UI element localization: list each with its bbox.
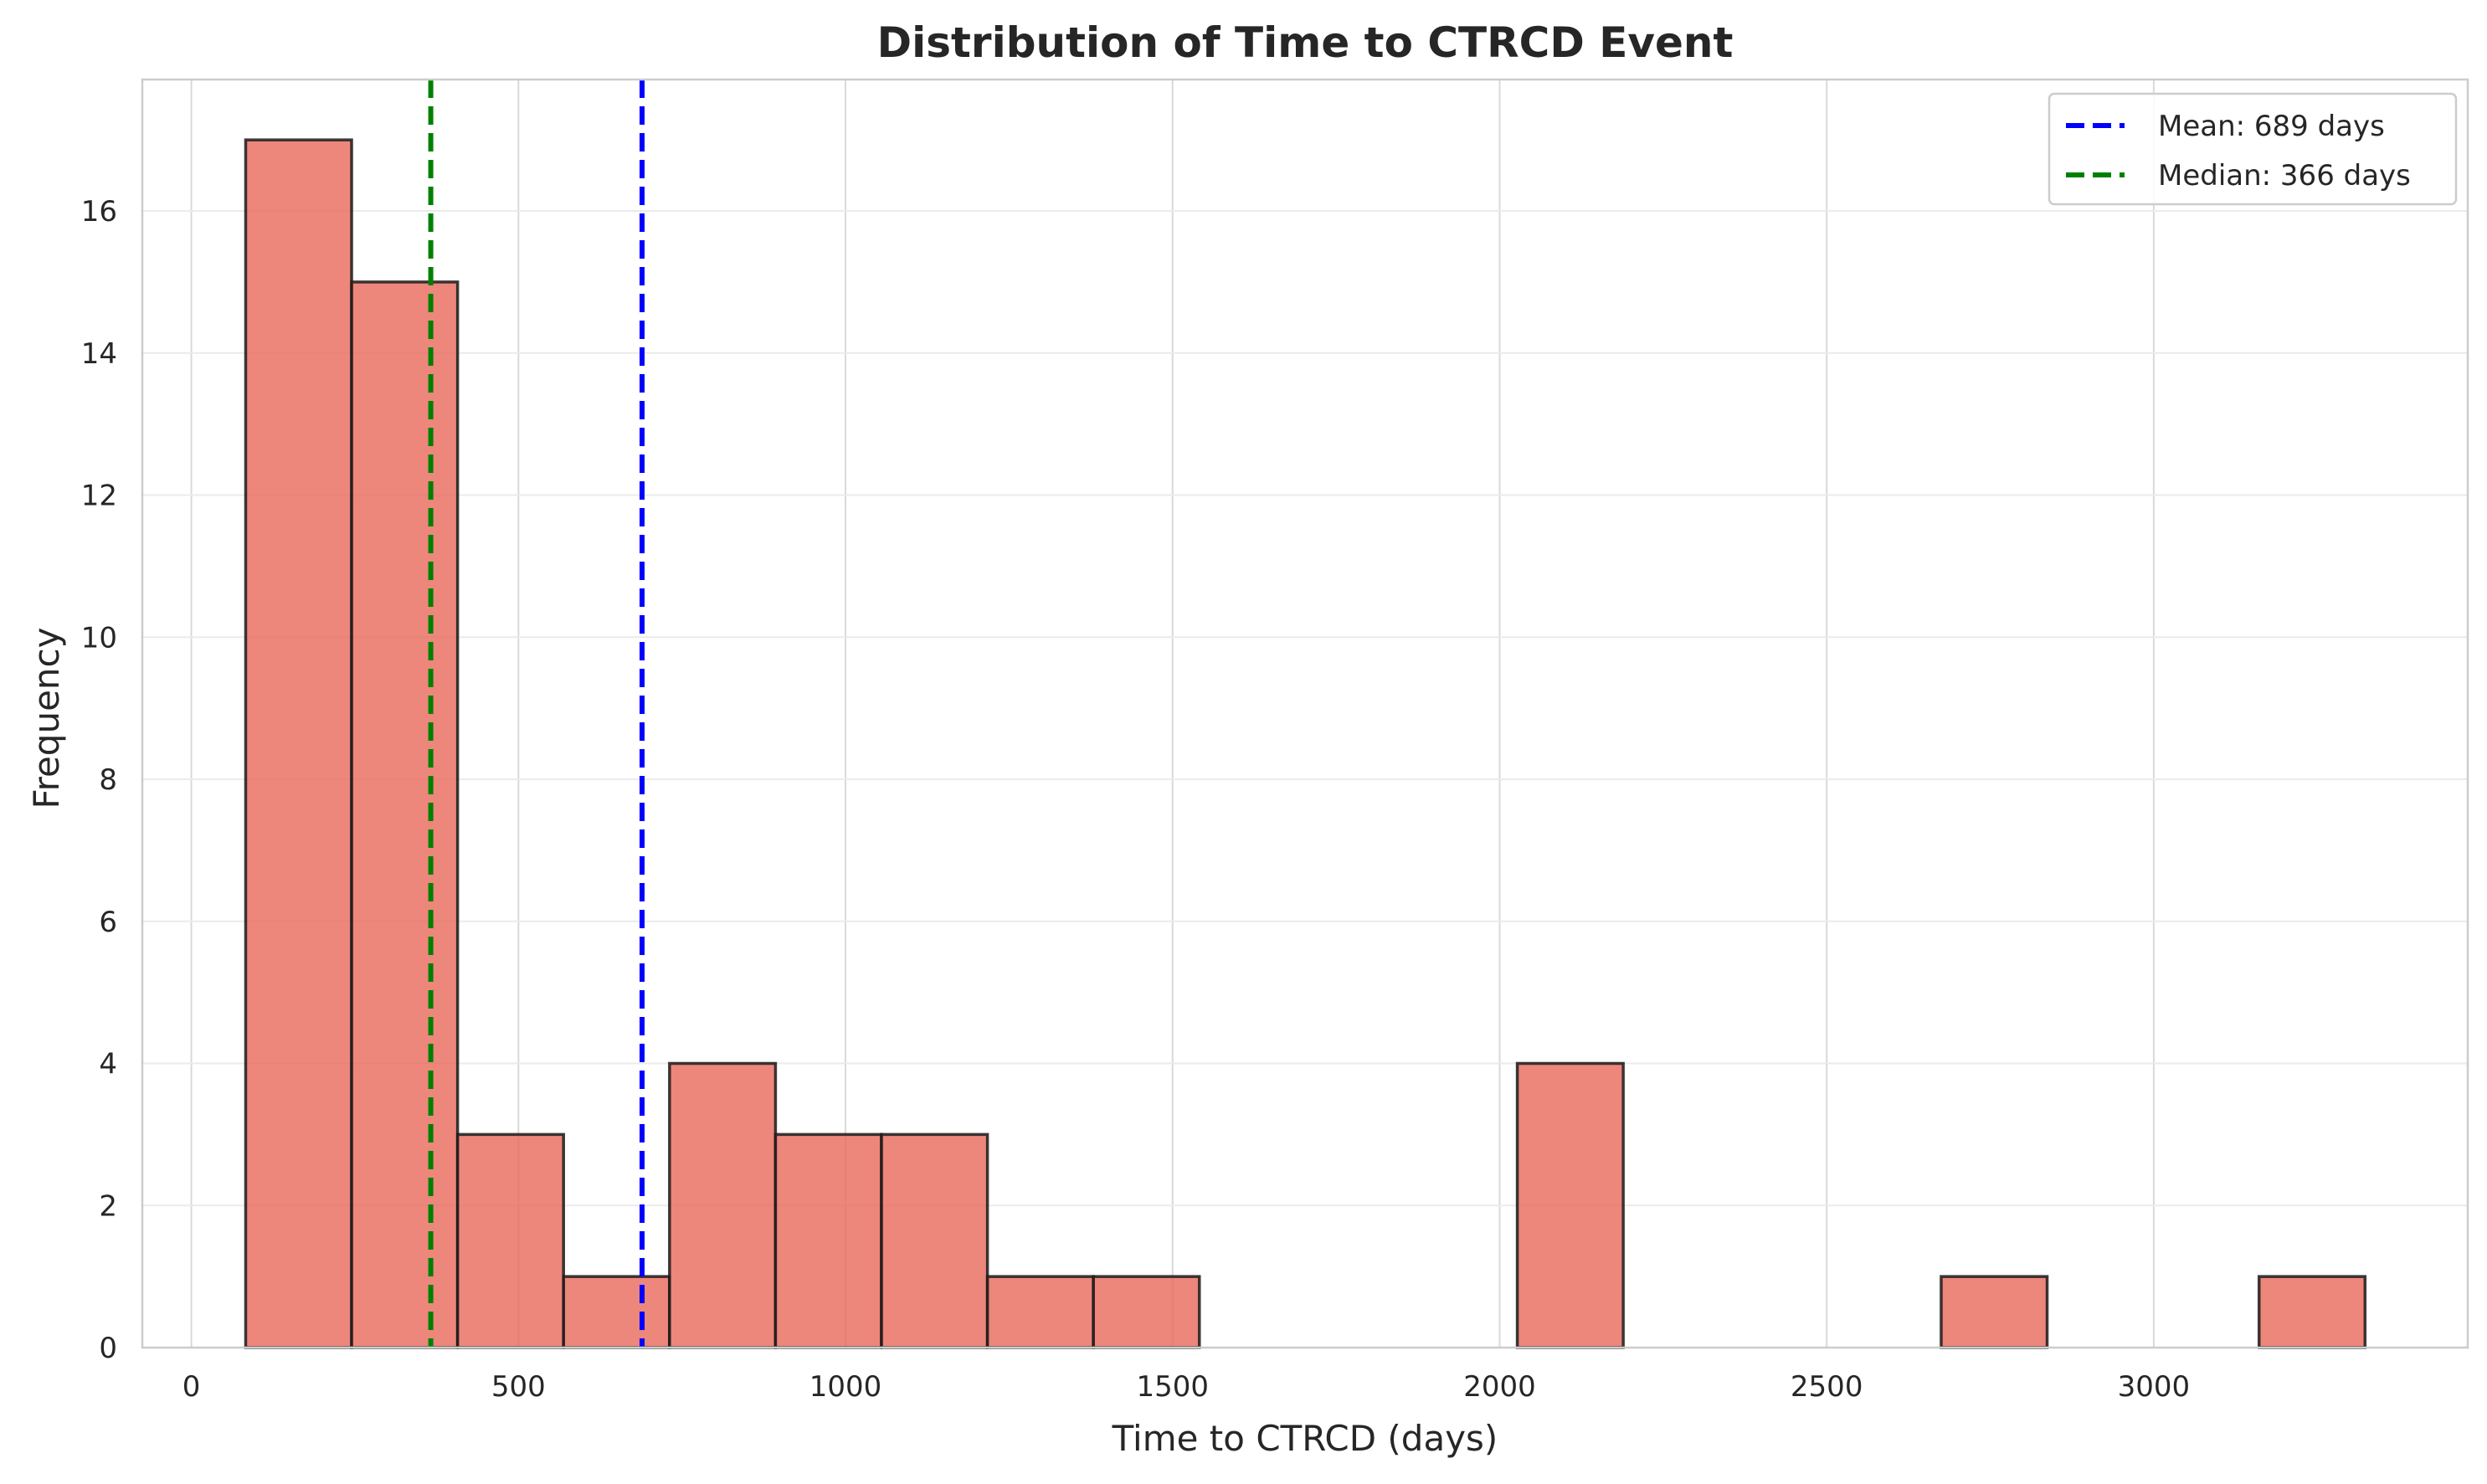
y-tick-label: 6 bbox=[99, 906, 117, 939]
y-tick-label: 2 bbox=[99, 1189, 117, 1223]
histogram-bar bbox=[455, 1132, 565, 1349]
x-tick-label: 2000 bbox=[1463, 1370, 1536, 1404]
histogram-bar bbox=[880, 1132, 989, 1349]
x-tick-label: 1000 bbox=[809, 1370, 882, 1404]
chart-title: Distribution of Time to CTRCD Event bbox=[877, 18, 1734, 67]
histogram-bar bbox=[668, 1061, 778, 1349]
histogram-bar bbox=[244, 138, 353, 1349]
x-tick-label: 500 bbox=[491, 1370, 546, 1404]
legend-median-label: Median: 366 days bbox=[2158, 159, 2411, 193]
histogram-bar bbox=[1940, 1275, 2049, 1349]
y-tick-label: 8 bbox=[99, 763, 117, 797]
y-tick-label: 16 bbox=[81, 195, 117, 229]
histogram-bar bbox=[350, 280, 460, 1349]
legend-box bbox=[2048, 92, 2458, 206]
y-tick-label: 12 bbox=[81, 480, 117, 513]
x-tick-label: 2500 bbox=[1791, 1370, 1863, 1404]
histogram-bar bbox=[773, 1132, 883, 1349]
x-tick-labels: 0 500 1000 1500 2000 2500 3000 bbox=[182, 1370, 2190, 1404]
plot-frame bbox=[141, 78, 2469, 1349]
bars-layer bbox=[244, 138, 2367, 1349]
y-tick-labels: 0 2 4 6 8 10 12 14 16 bbox=[81, 195, 117, 1365]
legend-mean-label: Mean: 689 days bbox=[2158, 110, 2385, 143]
histogram-bar bbox=[1515, 1061, 1625, 1349]
x-axis-label: Time to CTRCD (days) bbox=[1112, 1418, 1498, 1459]
reference-lines bbox=[428, 80, 645, 1348]
x-tick-label: 0 bbox=[182, 1370, 201, 1404]
y-tick-label: 4 bbox=[99, 1048, 117, 1081]
histogram-bar bbox=[562, 1275, 671, 1349]
y-tick-label: 10 bbox=[81, 621, 117, 655]
y-tick-label: 0 bbox=[99, 1332, 117, 1365]
y-axis-label: Frequency bbox=[26, 628, 67, 809]
histogram-bar bbox=[2257, 1275, 2367, 1349]
grid-layer bbox=[142, 80, 2468, 1348]
x-tick-label: 3000 bbox=[2118, 1370, 2191, 1404]
x-tick-label: 1500 bbox=[1136, 1370, 1209, 1404]
y-tick-label: 14 bbox=[81, 337, 117, 371]
histogram-bar bbox=[985, 1275, 1095, 1349]
legend: Mean: 689 days Median: 366 days bbox=[2048, 92, 2458, 206]
histogram-bar bbox=[1092, 1275, 1201, 1349]
